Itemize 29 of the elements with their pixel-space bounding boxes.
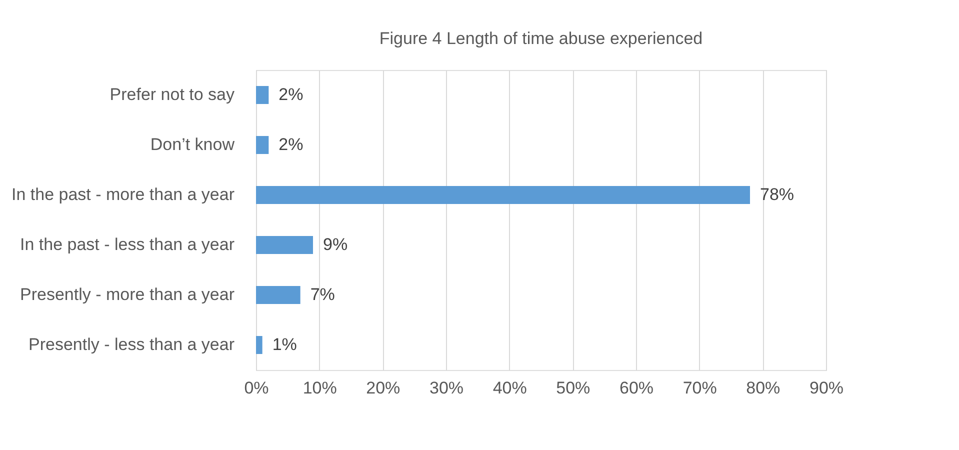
y-tick-label: In the past - less than a year <box>20 235 235 254</box>
y-tick-label: Presently - less than a year <box>28 335 235 354</box>
x-tick-label: 30% <box>429 378 464 398</box>
data-label: 2% <box>278 85 304 104</box>
x-tick-label: 10% <box>302 378 337 398</box>
data-label: 1% <box>272 335 297 354</box>
data-label: 7% <box>310 285 335 304</box>
y-tick-label: Presently - more than a year <box>20 285 235 304</box>
bar <box>256 86 269 104</box>
y-tick-label: Prefer not to say <box>110 85 235 104</box>
x-tick-label: 40% <box>492 378 527 398</box>
data-label: 78% <box>760 185 794 204</box>
bar <box>256 286 300 304</box>
bar <box>256 136 269 154</box>
bar <box>256 186 750 204</box>
x-tick-label: 90% <box>809 378 844 398</box>
x-tick-label: 20% <box>366 378 400 398</box>
x-tick-label: 60% <box>619 378 654 398</box>
bar <box>256 336 262 354</box>
x-tick-label: 70% <box>682 378 717 398</box>
x-tick-label: 0% <box>244 378 269 398</box>
x-tick-label: 50% <box>556 378 590 398</box>
bar <box>256 236 313 254</box>
data-label: 2% <box>278 135 304 154</box>
data-label: 9% <box>323 235 348 254</box>
chart-title: Figure 4 Length of time abuse experienced <box>379 29 703 48</box>
x-tick-label: 80% <box>746 378 780 398</box>
y-tick-label: Don’t know <box>150 135 236 154</box>
y-tick-label: In the past - more than a year <box>11 185 235 204</box>
